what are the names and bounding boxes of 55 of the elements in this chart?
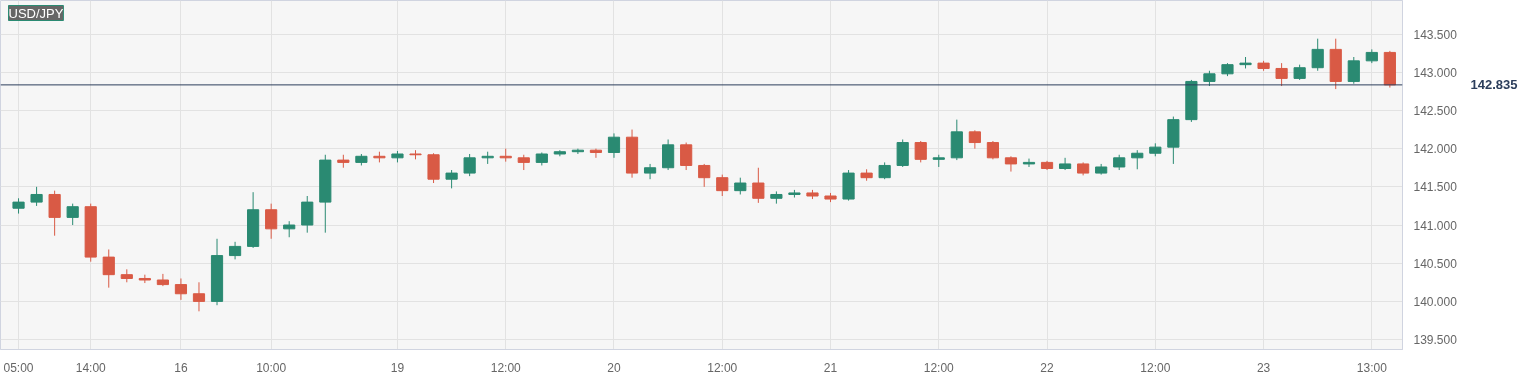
y-tick-label: 141.000 bbox=[1413, 218, 1458, 233]
candlestick bbox=[1131, 149, 1144, 170]
candlestick bbox=[463, 153, 476, 177]
y-tick-label: 143.500 bbox=[1413, 27, 1458, 42]
candlestick bbox=[698, 163, 711, 188]
candlestick bbox=[680, 142, 693, 171]
candlestick bbox=[30, 186, 43, 207]
candlestick bbox=[1058, 157, 1072, 171]
candlestick bbox=[896, 138, 909, 168]
candlestick bbox=[914, 140, 927, 163]
candlestick bbox=[174, 277, 188, 301]
candlestick bbox=[589, 148, 603, 159]
candlestick bbox=[265, 203, 278, 240]
candlestick bbox=[752, 167, 765, 204]
candlestick bbox=[138, 274, 151, 284]
candlestick bbox=[301, 195, 314, 234]
candlestick bbox=[192, 281, 206, 312]
x-tick-label: 19 bbox=[390, 360, 405, 375]
x-tick-label: 22 bbox=[1040, 360, 1055, 375]
candlestick bbox=[1347, 56, 1360, 85]
y-tick-label: 142.500 bbox=[1413, 103, 1458, 118]
candlestick bbox=[156, 273, 169, 287]
x-tick-label: 21 bbox=[823, 360, 838, 375]
y-tick-label: 143.000 bbox=[1413, 65, 1458, 80]
candlestick bbox=[1004, 155, 1018, 173]
x-tick-label: 12:00 bbox=[923, 360, 955, 375]
y-tick-label: 139.500 bbox=[1413, 333, 1458, 348]
candlestick bbox=[66, 203, 79, 226]
x-tick-label: 20 bbox=[607, 360, 621, 375]
candlestick bbox=[1022, 158, 1036, 168]
ref-line-label: 142.835 bbox=[1470, 77, 1518, 93]
candlestick bbox=[607, 132, 621, 159]
candlestick bbox=[102, 248, 115, 289]
y-tick-label: 141.500 bbox=[1413, 180, 1458, 195]
candlestick bbox=[716, 174, 729, 197]
chart-title: USD/JPY bbox=[8, 5, 64, 21]
y-tick-label: 142.000 bbox=[1413, 142, 1458, 157]
y-tick-label: 140.000 bbox=[1413, 294, 1458, 309]
x-tick-label: 10:00 bbox=[256, 360, 287, 375]
x-tick-label: 05:00 bbox=[3, 360, 34, 375]
candlestick bbox=[1311, 38, 1324, 72]
candlestick bbox=[986, 140, 999, 160]
x-tick-label: 16 bbox=[174, 360, 188, 375]
y-tick-label: 140.500 bbox=[1413, 256, 1458, 271]
candlestick bbox=[445, 169, 458, 189]
x-tick-label: 23 bbox=[1256, 360, 1271, 375]
candlestick bbox=[662, 138, 675, 171]
x-tick-label: 14:00 bbox=[75, 360, 107, 375]
x-tick-label: 12:00 bbox=[707, 360, 738, 375]
x-tick-label: 12:00 bbox=[490, 360, 522, 375]
x-tick-label: 12:00 bbox=[1140, 360, 1171, 375]
candlestick bbox=[968, 129, 981, 150]
x-tick-label: 13:00 bbox=[1356, 360, 1388, 375]
candlestick bbox=[643, 163, 657, 180]
candlestick bbox=[48, 190, 61, 237]
